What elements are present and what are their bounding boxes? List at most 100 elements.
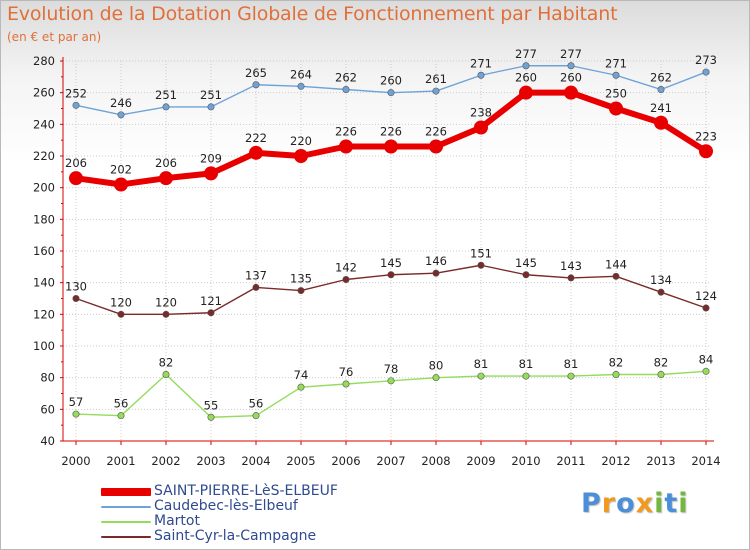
x-tick-label: 2000 (61, 454, 90, 468)
data-point (204, 166, 218, 181)
x-tick-label: 2011 (556, 454, 585, 468)
data-point (249, 145, 263, 160)
data-label: 130 (65, 280, 87, 294)
x-tick-label: 2007 (376, 454, 405, 468)
data-label: 223 (695, 129, 717, 143)
data-label: 81 (564, 357, 579, 371)
legend-swatch (101, 536, 151, 538)
y-tick-label: 120 (33, 307, 55, 321)
data-point (477, 372, 485, 380)
axis-layer: 40 60 80 100 120 140 160 180 200 220 240 260 280 2000… (33, 54, 721, 468)
data-label: 81 (519, 357, 534, 371)
chart-title: Evolution de la Dotation Globale de Fonc… (7, 3, 618, 25)
data-point (702, 367, 710, 375)
data-label: 82 (654, 356, 669, 370)
data-label: 134 (650, 273, 672, 287)
legend-swatch (101, 521, 151, 523)
data-label: 252 (65, 86, 87, 100)
data-point (522, 372, 530, 380)
data-point (384, 139, 398, 154)
data-point (474, 120, 488, 135)
data-point (342, 380, 350, 388)
data-point (162, 103, 170, 111)
y-tick-label: 180 (33, 212, 55, 226)
data-label: 135 (290, 272, 312, 286)
data-point (117, 111, 125, 119)
data-point (432, 87, 440, 95)
data-label: 57 (69, 395, 84, 409)
legend-label: Caudebec-lès-Elbeuf (154, 498, 298, 514)
data-label: 202 (110, 163, 132, 177)
data-label: 206 (65, 156, 87, 170)
y-tick-label: 80 (40, 371, 55, 385)
data-label: 120 (155, 295, 177, 309)
data-label: 120 (110, 295, 132, 309)
x-tick-label: 2001 (106, 454, 135, 468)
chart-subtitle: (en € et par an) (7, 30, 102, 44)
data-label: 261 (425, 72, 447, 86)
data-point (117, 310, 125, 318)
x-tick-label: 2005 (286, 454, 315, 468)
x-tick-label: 2004 (241, 454, 270, 468)
series-3 (72, 261, 710, 318)
x-tick-label: 2008 (421, 454, 450, 468)
data-point (72, 410, 80, 418)
data-label: 76 (339, 365, 354, 379)
data-point (387, 377, 395, 385)
y-tick-label: 60 (40, 402, 55, 416)
data-point (612, 71, 620, 79)
data-label: 209 (200, 151, 222, 165)
grid-layer (63, 60, 710, 442)
data-point (432, 269, 440, 277)
data-label: 82 (609, 356, 624, 370)
data-point (609, 101, 623, 116)
data-point (657, 86, 665, 94)
data-point (297, 287, 305, 295)
data-label: 56 (249, 397, 264, 411)
data-label: 137 (245, 268, 267, 282)
series-1 (72, 62, 710, 119)
legend-swatch (101, 488, 151, 496)
data-label: 262 (335, 71, 357, 85)
data-label: 251 (200, 88, 222, 102)
data-point (162, 310, 170, 318)
data-label: 277 (515, 47, 537, 61)
data-label: 82 (159, 356, 174, 370)
data-label: 222 (245, 131, 267, 145)
data-point (567, 274, 575, 282)
data-point (72, 101, 80, 109)
data-point (114, 177, 128, 192)
data-label: 206 (155, 156, 177, 170)
x-tick-label: 2003 (196, 454, 225, 468)
data-label: 241 (650, 101, 672, 115)
x-tick-label: 2013 (646, 454, 675, 468)
data-label: 246 (110, 96, 132, 110)
data-point (657, 288, 665, 296)
data-label: 121 (200, 294, 222, 308)
data-label: 144 (605, 257, 627, 271)
data-point (699, 144, 713, 159)
y-tick-label: 260 (33, 86, 55, 100)
data-point (702, 68, 710, 76)
x-tick-label: 2002 (151, 454, 180, 468)
data-point (207, 413, 215, 421)
logo-letter: i (654, 488, 665, 519)
data-point (429, 139, 443, 154)
logo-letter: o (616, 488, 636, 519)
data-point (657, 370, 665, 378)
data-point (612, 272, 620, 280)
data-point (387, 89, 395, 97)
data-label: 142 (335, 261, 357, 275)
data-label: 265 (245, 66, 267, 80)
logo-letter: t (664, 488, 679, 519)
y-tick-label: 200 (33, 181, 55, 195)
data-point (252, 81, 260, 89)
data-point (342, 275, 350, 283)
data-label: 56 (114, 397, 129, 411)
data-point (477, 261, 485, 269)
data-point (69, 171, 83, 186)
series-2 (72, 367, 710, 421)
data-point (477, 71, 485, 79)
legend-label: Martot (154, 513, 200, 529)
